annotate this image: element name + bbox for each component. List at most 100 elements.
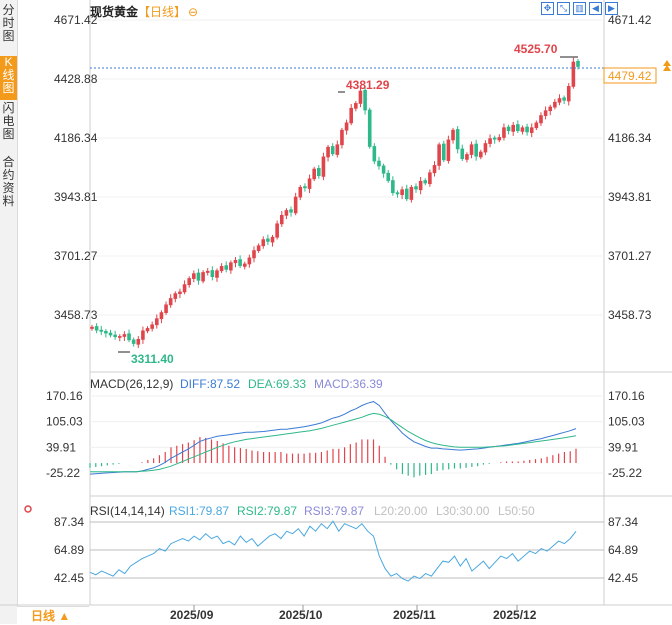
price-candle bbox=[363, 89, 367, 111]
price-candle bbox=[145, 328, 150, 332]
price-candle bbox=[358, 90, 363, 104]
right-arrow-icon[interactable]: ▶ bbox=[605, 2, 618, 15]
sidebar-tab-char: 料 bbox=[2, 194, 15, 208]
price-candle bbox=[192, 273, 196, 279]
price-candle bbox=[469, 144, 474, 155]
x-axis-label: 2025/09 bbox=[170, 608, 214, 622]
macd-legend-title: MACD(26,12,9) bbox=[90, 377, 173, 391]
price-candle bbox=[215, 270, 219, 278]
sidebar-tab-char: 分 bbox=[2, 3, 15, 17]
price-candle bbox=[256, 245, 261, 251]
price-candle bbox=[155, 318, 159, 326]
minus-circle-icon[interactable]: ⊖ bbox=[188, 5, 199, 19]
price-ytick-right: 4671.42 bbox=[608, 13, 652, 27]
bar-chart-icon[interactable]: ▥ bbox=[573, 2, 586, 15]
rsi-legend-l20: L20:20.00 bbox=[374, 504, 428, 518]
rsi-ytick-left: 42.45 bbox=[54, 571, 84, 585]
price-candle bbox=[497, 137, 502, 141]
last-price-label: 4479.42 bbox=[608, 69, 652, 83]
price-candle bbox=[483, 143, 488, 153]
price-candle bbox=[326, 146, 330, 158]
rsi-ytick-right: 64.89 bbox=[608, 543, 638, 557]
price-candle bbox=[409, 186, 414, 200]
price-candle bbox=[330, 146, 335, 155]
macd-legend-diff: DIFF:87.52 bbox=[180, 377, 240, 391]
sidebar-tab-char: 闪 bbox=[2, 101, 15, 115]
price-candle bbox=[502, 127, 506, 138]
price-candle bbox=[173, 293, 178, 299]
price-candle bbox=[182, 284, 187, 293]
macd-ytick-left: 170.16 bbox=[46, 389, 83, 403]
price-candle bbox=[164, 304, 168, 313]
shrink-icon[interactable]: ⤡ bbox=[557, 2, 570, 15]
price-candle bbox=[400, 189, 404, 196]
price-candle bbox=[492, 137, 497, 140]
price-candle bbox=[432, 165, 437, 174]
sidebar-tab-2[interactable]: 闪电图 bbox=[0, 102, 17, 154]
price-candle bbox=[233, 259, 238, 264]
price-candle bbox=[428, 172, 432, 185]
price-candle bbox=[298, 186, 303, 198]
price-candle bbox=[395, 192, 400, 195]
price-candle bbox=[553, 101, 557, 108]
price-ytick-right: 4186.34 bbox=[608, 131, 652, 145]
period-tag: 【日线】 bbox=[138, 5, 187, 19]
macd-ytick-right: 105.03 bbox=[608, 415, 645, 429]
price-candle bbox=[529, 127, 534, 133]
price-candle bbox=[229, 262, 233, 271]
price-candle bbox=[127, 333, 131, 341]
price-candle bbox=[201, 272, 205, 282]
price-candle bbox=[90, 326, 94, 329]
price-candle bbox=[122, 334, 127, 337]
price-candle bbox=[94, 326, 99, 331]
price-candle bbox=[113, 334, 117, 338]
sidebar-tab-char: 图 bbox=[2, 127, 15, 141]
left-arrow-icon[interactable]: ◀ bbox=[589, 2, 602, 15]
price-candle bbox=[108, 332, 113, 336]
price-candle bbox=[224, 265, 229, 270]
sidebar-tab-3[interactable]: 合约资料 bbox=[0, 156, 17, 212]
price-ytick-right: 3943.81 bbox=[608, 190, 652, 204]
sidebar-tab-0[interactable]: 分时图 bbox=[0, 4, 17, 54]
price-candle bbox=[168, 298, 173, 306]
macd-ytick-left: 39.91 bbox=[46, 440, 76, 454]
price-candle bbox=[275, 223, 279, 238]
price-candle bbox=[455, 129, 460, 150]
price-candle bbox=[543, 110, 548, 116]
chart-title: 现货黄金【日线】 ⊖ bbox=[90, 3, 198, 20]
rsi-ytick-left: 87.34 bbox=[54, 515, 84, 529]
price-candle bbox=[437, 144, 441, 166]
price-candle bbox=[117, 336, 122, 338]
rsi-ytick-left: 64.89 bbox=[54, 543, 84, 557]
price-candle bbox=[289, 209, 293, 213]
price-candle bbox=[247, 257, 252, 265]
expand-icon[interactable]: ✥ bbox=[541, 2, 554, 15]
price-ytick-left: 3943.81 bbox=[54, 190, 98, 204]
price-candle bbox=[284, 210, 289, 216]
price-candle bbox=[418, 180, 423, 191]
price-candle bbox=[321, 156, 326, 177]
rsi-legend-title: RSI(14,14,14) bbox=[90, 504, 165, 518]
period-select-button[interactable]: 日线 ▲ bbox=[17, 606, 89, 624]
rsi-legend-rsi1: RSI1:79.87 bbox=[169, 504, 229, 518]
price-candle bbox=[349, 107, 353, 124]
price-candle bbox=[566, 86, 571, 102]
price-candle bbox=[205, 270, 210, 273]
price-candle bbox=[525, 126, 529, 133]
price-ytick-left: 4428.88 bbox=[54, 72, 98, 86]
price-candle bbox=[465, 154, 469, 160]
sidebar-tab-char: 图 bbox=[2, 29, 15, 43]
price-candle bbox=[372, 146, 377, 162]
settings-sun-icon[interactable] bbox=[24, 505, 32, 513]
price-candle bbox=[196, 272, 201, 281]
price-candle bbox=[150, 324, 154, 329]
price-candle bbox=[335, 144, 340, 155]
price-candle bbox=[391, 180, 395, 194]
price-candle bbox=[479, 151, 483, 158]
macd-ytick-left: -25.22 bbox=[46, 466, 80, 480]
sidebar-tab-char: 线 bbox=[2, 68, 15, 82]
price-ytick-left: 3458.73 bbox=[54, 308, 98, 322]
